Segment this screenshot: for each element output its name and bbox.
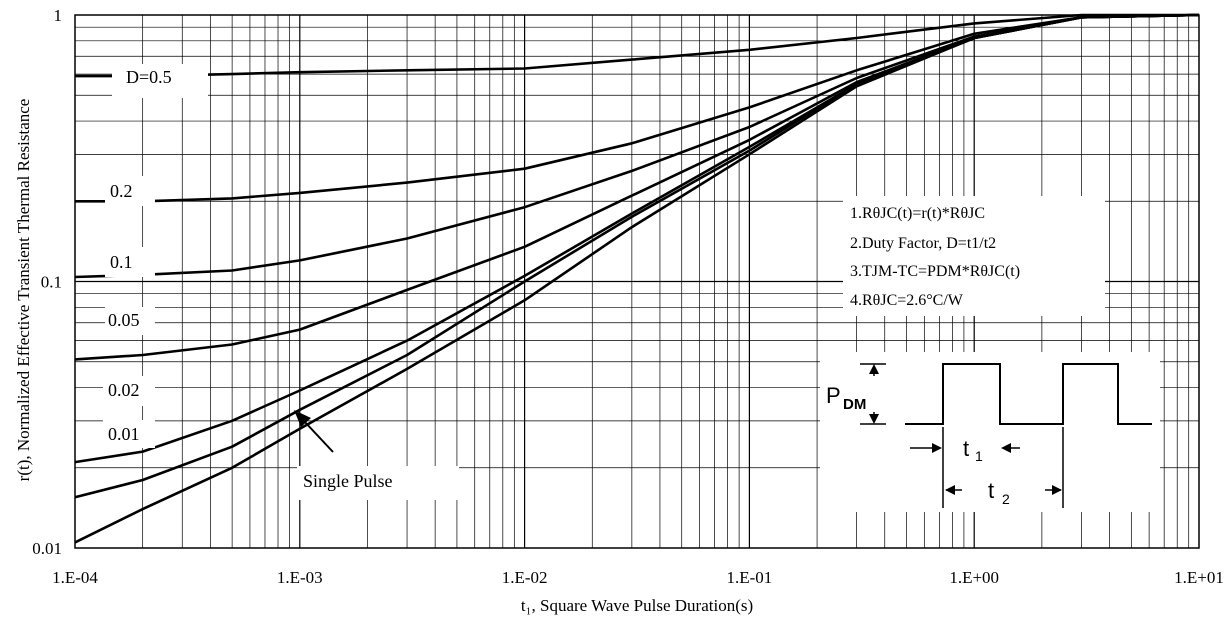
notes-box: 1.RθJC(t)=r(t)*RθJC 2.Duty Factor, D=t1/… <box>843 196 1105 316</box>
curve-labels: D=0.5 0.2 0.1 0.05 0.02 0.01 Single Puls… <box>103 64 459 500</box>
t1-label: t <box>963 436 969 461</box>
pulse-waveform <box>905 363 1152 425</box>
note-1: 1.RθJC(t)=r(t)*RθJC <box>850 205 985 222</box>
pdm-subscript: DM <box>843 396 866 413</box>
x-tick-label: 1.E+01 <box>1174 568 1224 587</box>
t1-subscript: 1 <box>975 448 983 464</box>
curve-label-02: 0.2 <box>110 181 133 201</box>
curve-label-d05: D=0.5 <box>126 67 172 87</box>
x-tick-label: 1.E-03 <box>277 568 323 587</box>
note-2: 2.Duty Factor, D=t1/t2 <box>850 235 996 252</box>
curves <box>74 13 1200 544</box>
curve-label-01: 0.1 <box>110 252 133 272</box>
note-3: 3.TJM-TC=PDM*RθJC(t) <box>850 263 1020 280</box>
plot-frame <box>74 14 1200 549</box>
pulse-inset: P DM t 1 t 2 <box>820 352 1160 512</box>
y-tick-label: 1 <box>54 6 63 25</box>
series-line-0 <box>75 13 1199 78</box>
x-tick-label: 1.E-04 <box>52 568 98 587</box>
x-tick-label: 1.E-01 <box>727 568 773 587</box>
curve-label-002: 0.02 <box>108 380 140 400</box>
x-tick-label: 1.E-02 <box>502 568 548 587</box>
single-pulse-arrow <box>303 420 334 453</box>
t2-label: t <box>988 478 994 503</box>
curve-label-005: 0.05 <box>108 310 140 330</box>
x-axis-label: t₁, Square Wave Pulse Duration(s) <box>521 596 753 615</box>
pdm-label: P <box>826 383 841 408</box>
series-line-1 <box>75 13 1200 203</box>
series-line-6 <box>74 13 1200 544</box>
t2-subscript: 2 <box>1002 491 1010 507</box>
y-tick-label: 0.01 <box>32 539 62 558</box>
curve-label-001: 0.01 <box>108 424 140 444</box>
curve-label-single-pulse: Single Pulse <box>303 471 393 491</box>
tick-labels: 1.E-04 1.E-03 1.E-02 1.E-01 1.E+00 1.E+01 0.01… <box>32 6 1224 587</box>
y-axis-label: r(t), Normalized Effective Transient The… <box>14 99 33 482</box>
y-tick-label: 0.1 <box>41 273 62 292</box>
note-4: 4.RθJC=2.6°C/W <box>850 292 964 309</box>
x-tick-label: 1.E+00 <box>949 568 999 587</box>
single-pulse-arrowhead <box>294 410 311 427</box>
